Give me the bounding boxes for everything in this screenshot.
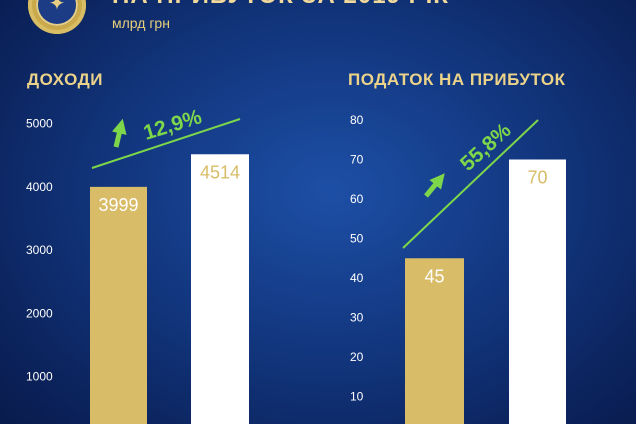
bar-2018 — [90, 186, 147, 424]
chart-title-revenue: ДОХОДИ — [27, 70, 103, 89]
growth-percent-label: 12,9% — [141, 105, 205, 144]
bar-value-label: 70 — [527, 168, 547, 188]
y-tick-label: 20 — [350, 350, 364, 364]
y-tick-label: 30 — [350, 311, 364, 325]
bar-value-label: 45 — [424, 266, 444, 286]
y-tick-label: 2000 — [26, 306, 53, 320]
y-tick-label: 1000 — [26, 370, 53, 384]
growth-trend-line — [91, 118, 241, 169]
bar-2018 — [405, 258, 464, 424]
units-subtitle: млрд грн — [112, 15, 170, 31]
y-tick-label: 60 — [350, 192, 364, 206]
bar-2019 — [191, 154, 249, 424]
y-tick-label: 4000 — [26, 180, 53, 194]
y-tick-label: 40 — [350, 271, 364, 285]
growth-arrow-icon — [424, 173, 445, 198]
growth-trend-line — [402, 119, 539, 249]
y-tick-label: 70 — [350, 153, 364, 167]
bar-value-label: 3999 — [98, 195, 138, 215]
y-tick-label: 5000 — [26, 117, 53, 131]
y-tick-label: 80 — [350, 113, 364, 127]
y-tick-label: 50 — [350, 232, 364, 246]
y-tick-label: 3000 — [26, 243, 53, 257]
growth-arrow-icon — [111, 118, 127, 148]
bar-2019 — [509, 159, 566, 424]
chart-title-profit-tax: ПОДАТОК НА ПРИБУТОК — [348, 70, 566, 89]
y-tick-label: 10 — [350, 390, 364, 404]
bar-value-label: 4514 — [200, 162, 240, 182]
page-title: НА ПРИБУТОК ЗА 2019 РІК — [112, 0, 449, 10]
growth-percent-label: 55,8% — [456, 119, 516, 176]
star-icon: ✦ — [48, 0, 66, 15]
